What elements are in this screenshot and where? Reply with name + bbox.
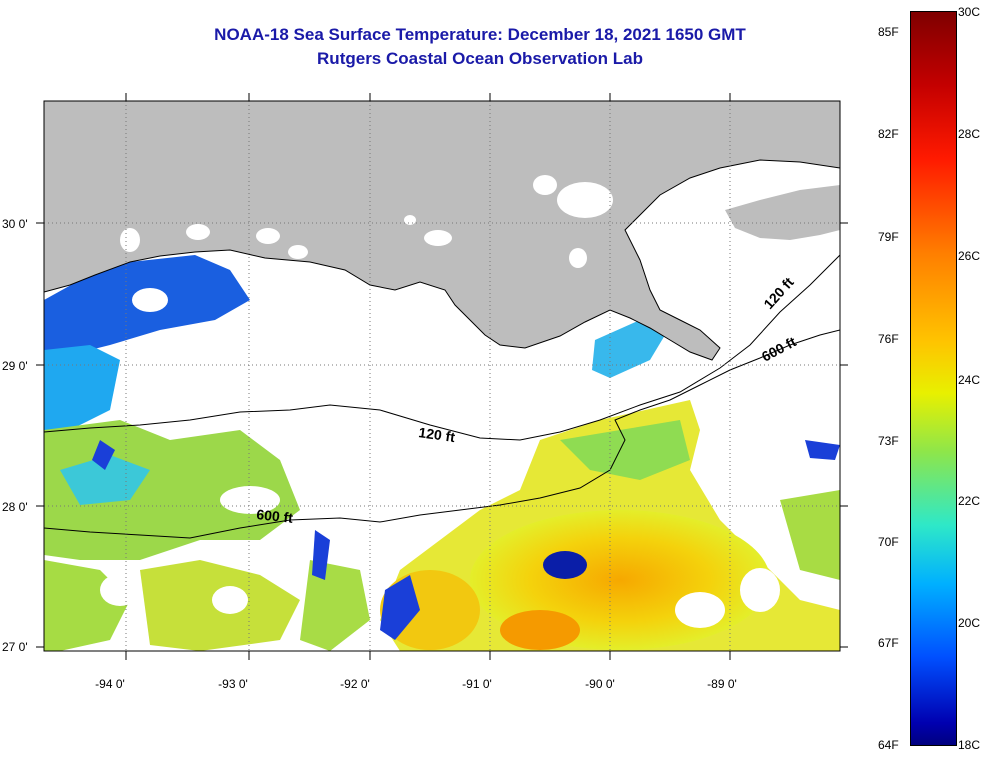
lake [688, 236, 732, 264]
cyan-water-patch [60, 455, 150, 505]
cloud-hole [675, 592, 725, 628]
colorbar-c-label: 28C [958, 127, 981, 141]
map-subtitle: Rutgers Coastal Ocean Observation Lab [317, 49, 643, 68]
mid-water-patch-e [560, 420, 690, 480]
colorbar-f-label: 64F [878, 738, 899, 752]
lake [424, 230, 452, 246]
lat-label: 30 0' [2, 217, 28, 231]
lon-label: -93 0' [218, 677, 248, 691]
graticule [44, 101, 840, 651]
land-mass-east [725, 185, 840, 240]
mid-water-patch-far-e [780, 490, 840, 580]
lon-label: -89 0' [707, 677, 737, 691]
colorbar-f-label: 67F [878, 636, 899, 650]
colorbar-c-label: 20C [958, 616, 981, 630]
sst-data-layer [44, 255, 840, 651]
cloud-hole [212, 586, 248, 614]
temperature-colorbar [910, 11, 957, 746]
lake [256, 228, 280, 244]
lake [404, 215, 416, 225]
coastline [44, 159, 840, 361]
cloud-hole [100, 574, 140, 606]
cool-water-patch [44, 345, 120, 430]
colorbar-f-label: 76F [878, 332, 899, 346]
cloud-hole [740, 568, 780, 612]
colorbar-f-label: 82F [878, 127, 899, 141]
lake [533, 175, 557, 195]
cloud-hole [132, 288, 168, 312]
lake [120, 228, 140, 252]
lake [288, 245, 308, 259]
axis-ticks [36, 93, 848, 660]
contour-label-600ft: 600 ft [256, 506, 294, 526]
cold-eddy [543, 551, 587, 579]
cold-edge-patch-4 [92, 440, 115, 470]
lat-label: 27 0' [2, 640, 28, 654]
map-frame [43, 100, 841, 652]
map-title: NOAA-18 Sea Surface Temperature: Decembe… [214, 25, 746, 44]
colorbar-c-label: 22C [958, 494, 981, 508]
cool-plume [592, 320, 668, 378]
lon-label: -94 0' [95, 677, 125, 691]
colorbar-f-label: 85F [878, 25, 899, 39]
lake [569, 248, 587, 268]
lake [557, 182, 613, 218]
lake [646, 260, 674, 280]
lat-label: 29 0' [2, 359, 28, 373]
colorbar-f-label: 73F [878, 434, 899, 448]
colorbar-c-label: 26C [958, 249, 981, 263]
contour-120ft [44, 254, 840, 441]
cold-edge-patch-3 [805, 440, 840, 460]
colorbar-f-label: 79F [878, 230, 899, 244]
colorbar-c-label: 18C [958, 738, 981, 752]
cold-edge-patch-2 [312, 530, 330, 580]
lon-label: -90 0' [585, 677, 615, 691]
contour-label-120ft: 120 ft [418, 424, 457, 445]
hot-water-patch [500, 610, 580, 650]
lat-label: 28 0' [2, 500, 28, 514]
contour-600ft [44, 329, 840, 539]
mid-water-patch-s2 [300, 560, 370, 651]
colorbar-c-label: 30C [958, 5, 981, 19]
colorbar-c-label: 24C [958, 373, 981, 387]
cloud-hole [220, 486, 280, 514]
lake [186, 224, 210, 240]
lon-label: -92 0' [340, 677, 370, 691]
cold-edge-patch [380, 575, 420, 640]
colorbar-f-label: 70F [878, 535, 899, 549]
lon-label: -91 0' [462, 677, 492, 691]
